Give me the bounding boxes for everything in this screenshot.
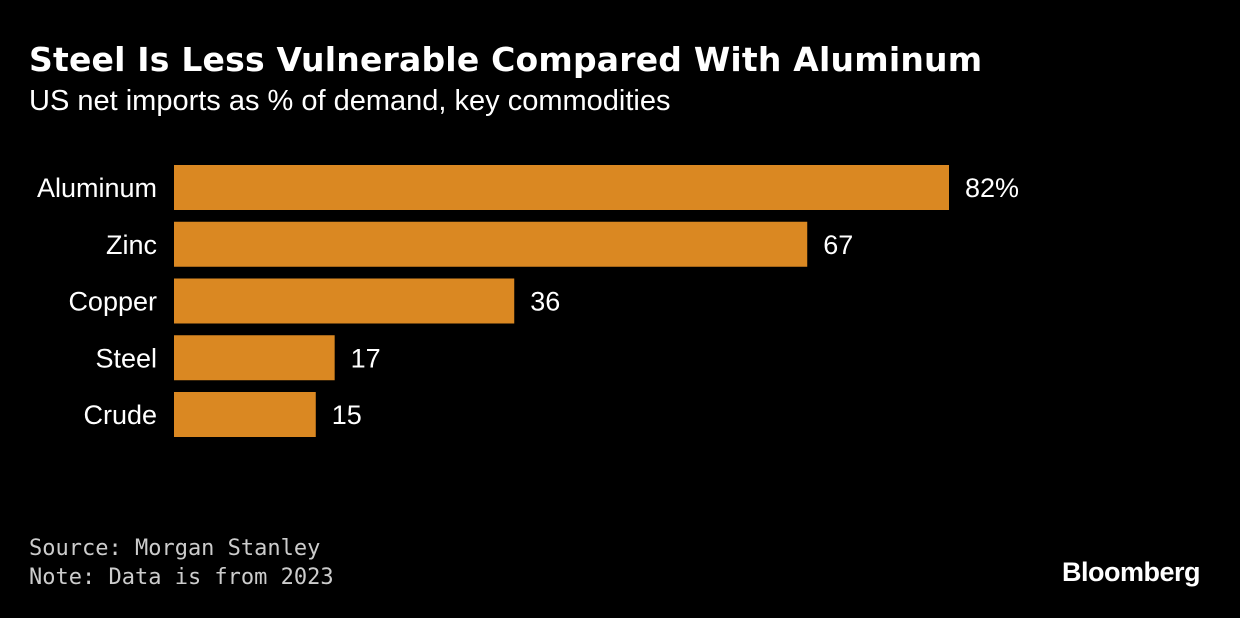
category-label-zinc: Zinc (106, 230, 157, 260)
bar-copper (174, 278, 515, 324)
category-label-steel: Steel (95, 343, 157, 373)
bar-crude (174, 392, 316, 437)
data-note: Note: Data is from 2023 (29, 565, 334, 590)
value-label-zinc: 67 (823, 230, 853, 260)
bars-layer (174, 165, 949, 437)
value-labels-layer: 82% 67 36 17 15 (332, 173, 1019, 430)
bar-zinc (174, 221, 808, 267)
category-label-copper: Copper (68, 287, 157, 317)
category-label-crude: Crude (83, 400, 157, 430)
source-note: Source: Morgan Stanley (29, 536, 321, 561)
chart-subtitle: US net imports as % of demand, key commo… (29, 85, 671, 117)
bar-steel (174, 335, 335, 381)
value-label-aluminum: 82% (965, 173, 1019, 203)
category-label-aluminum: Aluminum (37, 173, 157, 203)
bar-aluminum (174, 165, 949, 210)
bloomberg-logo: Bloomberg (1061, 557, 1201, 587)
chart-title: Steel Is Less Vulnerable Compared With A… (29, 40, 983, 79)
value-label-steel: 17 (351, 343, 381, 373)
category-labels-layer: Aluminum Zinc Copper Steel Crude (37, 173, 157, 430)
value-label-crude: 15 (332, 400, 362, 430)
value-label-copper: 36 (530, 287, 560, 317)
